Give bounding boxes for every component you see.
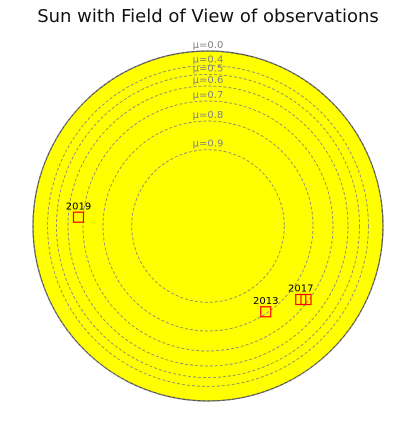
mu-circle [47,65,369,387]
fov-boxes [72,211,312,318]
mu-circle [56,74,360,378]
mu-circle [67,85,349,367]
fov-label: 2019 [66,201,91,212]
mu-label: μ=0.5 [193,63,224,74]
fov-label: 2013 [253,296,278,307]
mu-circles [32,50,384,402]
mu-label: μ=0.4 [193,55,224,66]
sun-disk [32,50,384,402]
mu-circle [82,100,334,352]
fov-box [260,306,272,318]
fov-box [72,211,85,223]
fov-labels: 2019 2013 2017 [66,201,314,307]
mu-circle [32,50,384,402]
chart-title: Sun with Field of View of observations [37,6,379,27]
fov-box [300,293,312,306]
mu-label: μ=0.8 [193,110,224,121]
mu-label: μ=0.9 [193,139,224,150]
mu-labels: μ=0.0 μ=0.4μ=0.5μ=0.6 μ=0.7 μ=0.8 μ=0.9 [193,40,224,150]
mu-label: μ=0.0 [193,40,224,51]
mu-circle [131,149,285,303]
fov-label: 2017 [288,284,313,295]
mu-circle [102,120,314,332]
mu-label: μ=0.7 [193,90,224,101]
mu-label: μ=0.6 [193,75,224,86]
